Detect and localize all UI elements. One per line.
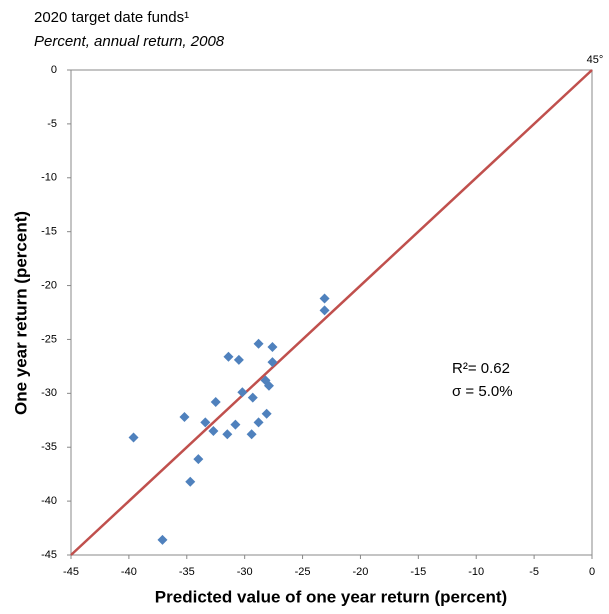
scatter-point: [185, 476, 196, 487]
x-tick-label: 0: [589, 566, 595, 578]
scatter-point: [263, 380, 274, 391]
scatter-point: [230, 419, 241, 430]
chart-title: 2020 target date funds¹: [34, 9, 189, 26]
x-axis-title: Predicted value of one year return (perc…: [155, 587, 507, 606]
x-tick-label: -20: [352, 566, 368, 578]
scatter-point: [222, 429, 233, 440]
x-tick-label: -10: [468, 566, 484, 578]
reference-line-label: 45°: [587, 54, 604, 66]
scatter-point: [179, 412, 190, 423]
scatter-point: [128, 432, 139, 443]
scatter-point: [200, 417, 211, 428]
scatter-point: [267, 341, 278, 352]
y-tick-label: -5: [47, 118, 57, 130]
y-tick-label: -15: [41, 226, 57, 238]
scatter-point: [208, 426, 219, 437]
y-tick-label: 0: [51, 64, 57, 76]
scatter-point: [223, 351, 234, 362]
y-tick-label: -20: [41, 279, 57, 291]
scatter-point: [253, 417, 264, 428]
chart-subtitle: Percent, annual return, 2008: [34, 33, 225, 50]
reference-line: [70, 69, 593, 556]
x-tick-label: -30: [237, 566, 253, 578]
x-tick-label: -45: [63, 566, 79, 578]
scatter-point: [193, 454, 204, 465]
scatter-point: [157, 534, 168, 545]
r-squared-annotation: R²= 0.62: [452, 360, 510, 377]
y-tick-label: -25: [41, 333, 57, 345]
plot-frame: [70, 69, 593, 556]
y-tick-label: -10: [41, 172, 57, 184]
scatter-point: [261, 408, 272, 419]
x-tick-label: -35: [179, 566, 195, 578]
x-tick-label: -15: [410, 566, 426, 578]
sigma-annotation: σ = 5.0%: [452, 383, 513, 400]
scatter-point: [247, 392, 258, 403]
scatter-point: [246, 429, 257, 440]
y-tick-label: -30: [41, 387, 57, 399]
scatter-point: [233, 354, 244, 365]
x-tick-label: -5: [529, 566, 539, 578]
scatter-point: [253, 338, 264, 349]
y-tick-label: -35: [41, 441, 57, 453]
scatter-point: [319, 305, 330, 316]
y-tick-label: -40: [41, 495, 57, 507]
scatter-point: [267, 357, 278, 368]
scatter-point: [210, 396, 221, 407]
scatter-point: [319, 293, 330, 304]
x-tick-label: -40: [121, 566, 137, 578]
scatter-point: [237, 387, 248, 398]
y-axis-title: One year return (percent): [11, 211, 30, 415]
y-tick-label: -45: [41, 549, 57, 561]
x-tick-label: -25: [295, 566, 311, 578]
